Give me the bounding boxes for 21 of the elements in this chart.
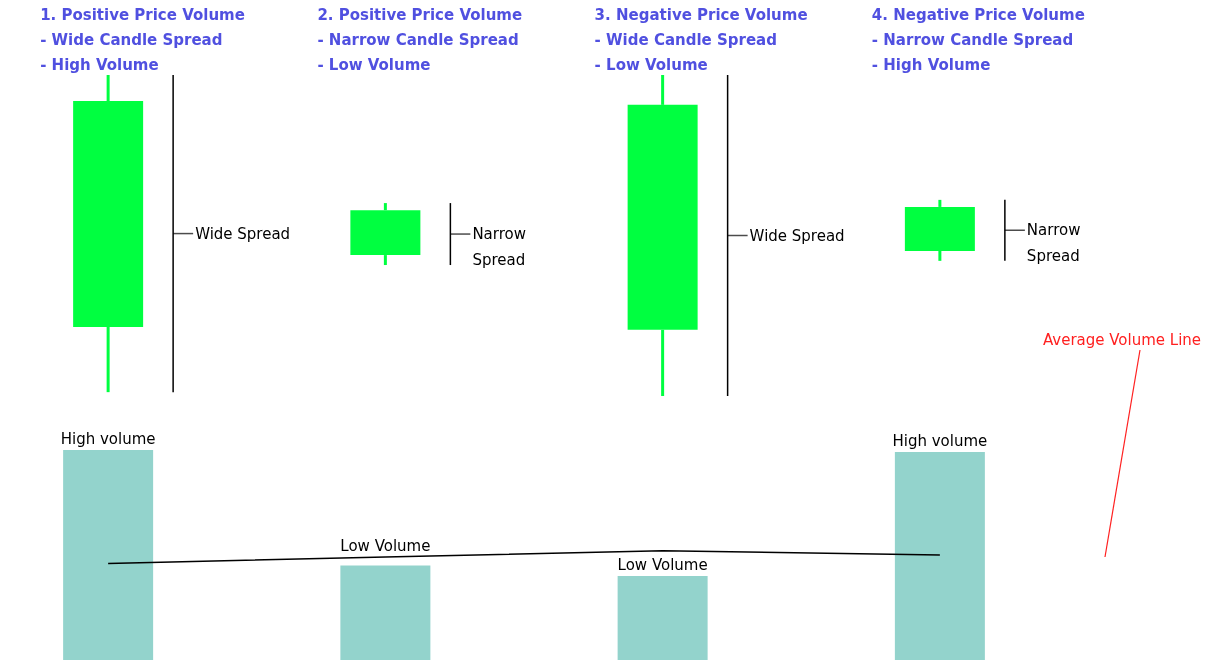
bar (63, 450, 154, 660)
candlestick (627, 75, 698, 396)
annotation: Wide Spread (749, 226, 845, 245)
text: 3. Negative Price Volume - Wide Candle Spread - Low Volume (594, 6, 808, 74)
candlestick (350, 203, 421, 267)
annotation: Narrow Spread (472, 225, 526, 270)
text: High volume (60, 430, 156, 448)
candlestick (904, 198, 975, 261)
bar (894, 452, 985, 660)
annotation: Low Volume (340, 537, 431, 556)
annotation: Wide Spread (195, 224, 291, 243)
text: 2. Positive Price Volume - Narrow Candle Spread - Low Volume (317, 6, 523, 74)
annotation: High volume (892, 432, 988, 451)
annotation: Narrow Spread (1026, 221, 1081, 266)
candlestick (73, 75, 144, 394)
annotation: Low Volume (617, 556, 708, 574)
annotation: Average Volume Line (1042, 331, 1202, 349)
text: 4. Negative Price Volume - Narrow Candle Spread - High Volume (871, 6, 1085, 74)
bar (617, 576, 708, 660)
text: 1. Positive Price Volume - Wide Candle Spread - High Volume (40, 6, 245, 74)
bar (340, 565, 431, 660)
